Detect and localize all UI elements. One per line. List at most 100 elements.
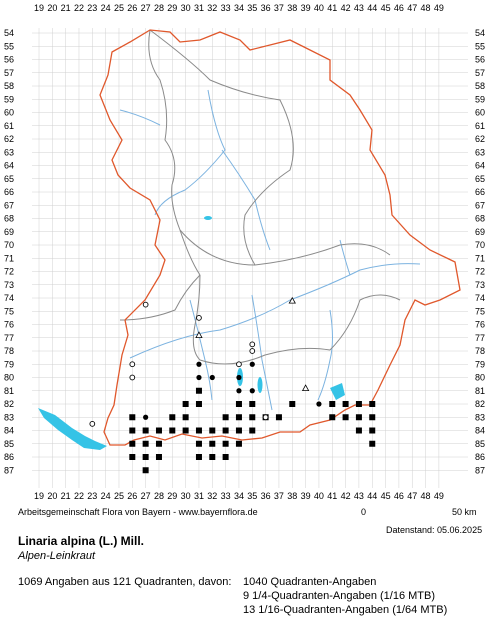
occurrence-dot [156, 427, 162, 434]
occurrence-square [155, 454, 162, 460]
y-axis-label: 56 [475, 55, 485, 65]
occurrence-square [355, 427, 362, 434]
y-axis-label: 66 [4, 187, 14, 197]
occurrence-square [209, 440, 216, 447]
occurrence-square [182, 414, 189, 421]
x-axis-label: 31 [194, 491, 204, 500]
y-axis-labels-right: 54 55 56 57 58 59 60 61 62 63 64 65 66 67 68 69 70 71 72 73… [475, 28, 485, 475]
occurrence-dot [249, 361, 255, 367]
occurrence-circle [129, 361, 136, 368]
occurrence-square [209, 454, 216, 460]
y-axis-label: 79 [4, 359, 14, 369]
y-axis-label: 64 [475, 161, 485, 171]
lech-river [189, 299, 213, 401]
x-axis-label: 41 [327, 3, 337, 13]
y-axis-label: 87 [475, 465, 485, 475]
occurrence-circle [196, 315, 202, 321]
x-axis-label: 38 [287, 491, 297, 500]
occurrence-square [195, 454, 202, 460]
x-axis-label: 45 [381, 3, 391, 13]
quarter-quadrant-count: 9 1/4-Quadranten-Angaben (1/16 MTB) [243, 590, 436, 602]
occurrence-square [369, 440, 376, 447]
y-axis-label: 58 [4, 81, 14, 91]
y-axis-label: 61 [4, 121, 14, 131]
y-axis-label: 67 [475, 200, 485, 210]
occurrence-dot [249, 388, 255, 394]
x-axis-label: 38 [287, 3, 297, 13]
occurrence-square [222, 440, 229, 447]
y-axis-label: 77 [4, 333, 14, 343]
scientific-name: Linaria alpina (L.) Mill. [18, 534, 145, 548]
occurrence-square [222, 414, 229, 421]
x-axis-label: 37 [274, 3, 284, 13]
occurrence-square [142, 427, 149, 434]
occurrence-square [342, 414, 349, 421]
occurrence-triangle [288, 296, 296, 304]
district-line-5 [329, 294, 401, 351]
occurrence-square [195, 387, 202, 394]
occurrence-square [129, 414, 136, 421]
occurrence-square [329, 401, 336, 407]
occurrence-circle [142, 301, 149, 308]
y-axis-label: 77 [475, 333, 485, 343]
occurrence-circle [249, 341, 256, 348]
occurrence-circle [236, 361, 242, 368]
isar-river [251, 294, 273, 411]
sixteenth-quadrant-count: 13 1/16-Quadranten-Angaben (1/64 MTB) [243, 604, 448, 616]
x-axis-label: 27 [141, 3, 151, 13]
occurrence-square [235, 440, 242, 447]
occurrence-square [182, 427, 189, 434]
occurrence-square [195, 401, 202, 407]
x-axis-label: 49 [434, 3, 444, 13]
x-axis-label: 31 [194, 3, 204, 13]
occurrence-square [195, 440, 202, 447]
y-axis-label: 84 [475, 426, 485, 436]
x-axis-label: 28 [154, 491, 164, 500]
y-axis-label: 72 [475, 267, 485, 277]
y-axis-label: 68 [475, 214, 485, 224]
rivers [119, 89, 421, 411]
x-axis-label: 49 [434, 491, 444, 500]
occurrence-square [195, 427, 202, 434]
x-axis-label: 29 [167, 491, 177, 500]
x-axis-label: 43 [354, 3, 364, 13]
x-axis-label: 39 [301, 491, 311, 500]
y-axis-label: 75 [475, 306, 485, 316]
scale-zero-label: 0 [361, 507, 367, 517]
occurrence-square [142, 440, 149, 447]
x-axis-label: 24 [101, 491, 111, 500]
danube-river [129, 263, 421, 359]
district-line-4 [192, 274, 331, 365]
occurrence-square [222, 454, 229, 460]
y-axis-label: 54 [475, 28, 485, 38]
occurrence-square [142, 454, 149, 460]
x-axis-label: 20 [47, 491, 57, 500]
regen-river [339, 239, 351, 276]
y-axis-label: 58 [475, 81, 485, 91]
x-axis-label: 28 [154, 3, 164, 13]
occurrence-dot [169, 414, 175, 420]
occurrence-square [182, 401, 189, 407]
x-axis-label: 24 [101, 3, 111, 13]
occurrence-square [355, 401, 362, 407]
y-axis-label: 56 [4, 55, 14, 65]
credit-text: Arbeitsgemeinschaft Flora von Bayern - w… [18, 507, 258, 517]
y-axis-label: 59 [4, 94, 14, 104]
occurrence-circle [249, 348, 256, 354]
occurrence-square [369, 427, 376, 434]
occurrence-dot [316, 401, 322, 407]
x-axis-label: 47 [407, 3, 417, 13]
y-axis-label: 60 [475, 108, 485, 118]
x-axis-labels-bottom: 19 20 21 22 23 24 25 26 27 28 29 30 31 32 33 34 35 36 37 38… [34, 491, 444, 500]
occurrence-square [129, 440, 136, 447]
x-axis-label: 44 [367, 3, 377, 13]
y-axis-label: 85 [475, 439, 485, 449]
occurrence-dot [196, 361, 202, 367]
x-axis-label: 46 [394, 3, 404, 13]
district-line-6 [119, 274, 201, 321]
x-axis-label: 42 [341, 3, 351, 13]
x-axis-label: 34 [234, 491, 244, 500]
occurrence-square [222, 427, 229, 434]
occurrence-square [209, 427, 216, 434]
lake-brombach [204, 216, 212, 220]
